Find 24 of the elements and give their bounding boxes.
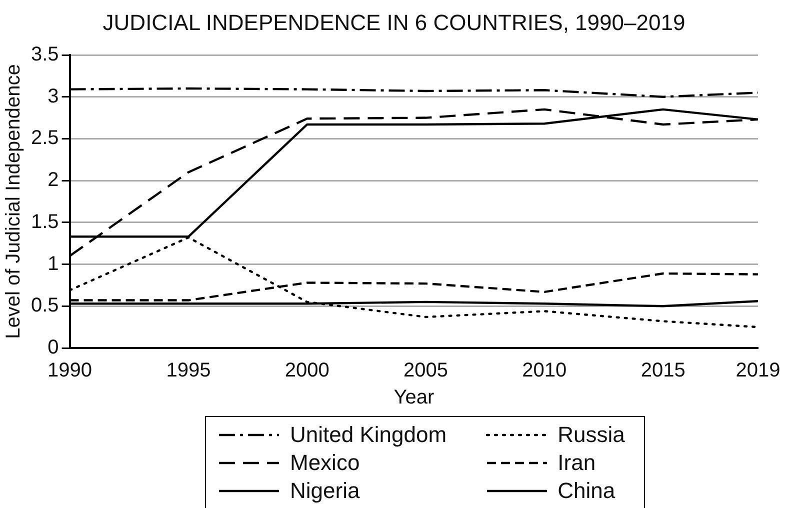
- y-axis-title: Level of Judicial Independence: [2, 64, 25, 339]
- y-tick-label: 2.5: [30, 127, 59, 150]
- x-tick-label: 2010: [522, 360, 567, 382]
- legend-label: Nigeria: [290, 478, 360, 504]
- x-tick-label: 2015: [640, 360, 686, 382]
- x-axis-title: Year: [394, 386, 434, 409]
- y-tick-label: 0: [48, 336, 59, 359]
- x-tick-label: 2005: [404, 360, 448, 382]
- y-tick-label: 3: [48, 85, 59, 108]
- legend-label: China: [558, 478, 616, 504]
- x-tick-label: 1995: [166, 360, 211, 382]
- y-tick-label: 1.5: [30, 210, 59, 233]
- y-tick-label: 0.5: [30, 294, 59, 317]
- legend-label: Iran: [558, 450, 596, 476]
- legend-label: Mexico: [290, 450, 360, 476]
- legend-label: United Kingdom: [290, 422, 447, 448]
- y-tick-label: 1: [48, 252, 59, 275]
- y-tick-label: 3.5: [30, 44, 59, 66]
- legend-label: Russia: [558, 422, 625, 448]
- chart-title: JUDICIAL INDEPENDENCE IN 6 COUNTRIES, 1990–2019: [102, 10, 686, 36]
- x-tick-label: 1990: [48, 360, 92, 382]
- y-tick-label: 2: [48, 169, 59, 192]
- x-tick-label: 2000: [284, 360, 330, 382]
- x-tick-label: 2019: [736, 360, 780, 382]
